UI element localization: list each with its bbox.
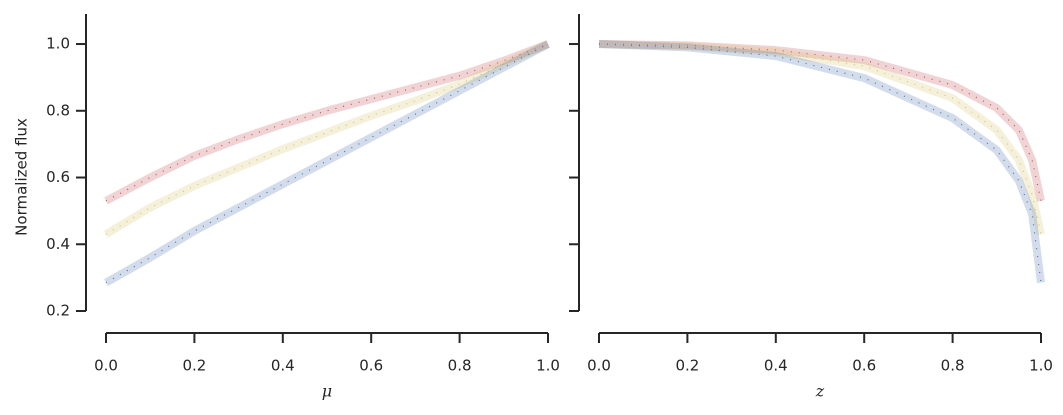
series-line [598, 43, 1042, 283]
series-band [103, 40, 550, 238]
series-band [104, 40, 550, 287]
x-tick-label: 0.8 [448, 357, 472, 375]
series-band [104, 40, 550, 205]
x-tick-label: 1.0 [1029, 357, 1053, 375]
series-band [598, 40, 1045, 202]
y-tick-label: 0.8 [46, 101, 70, 119]
x-axis-label: μ [322, 382, 332, 401]
x-tick-label: 0.4 [764, 357, 788, 375]
x-tick-label: 0.0 [94, 357, 118, 375]
series-band [598, 40, 1045, 236]
x-tick-label: 0.4 [271, 357, 295, 375]
y-axis-label: Normalized flux [13, 118, 31, 236]
y-tick-label: 0.2 [46, 302, 70, 320]
x-tick-label: 0.6 [359, 357, 383, 375]
y-tick-label: 1.0 [46, 35, 70, 53]
x-tick-label: 0.6 [852, 357, 876, 375]
x-tick-label: 0.0 [587, 357, 611, 375]
x-axis-label: z [815, 382, 825, 401]
series-line [598, 43, 1042, 235]
x-tick-label: 0.8 [941, 357, 965, 375]
x-tick-label: 1.0 [536, 357, 560, 375]
x-tick-label: 0.2 [675, 357, 699, 375]
series-line [105, 43, 549, 202]
y-tick-label: 0.4 [46, 235, 70, 253]
x-tick-label: 0.2 [182, 357, 206, 375]
y-tick-label: 0.6 [46, 168, 70, 186]
series-band [598, 40, 1045, 284]
